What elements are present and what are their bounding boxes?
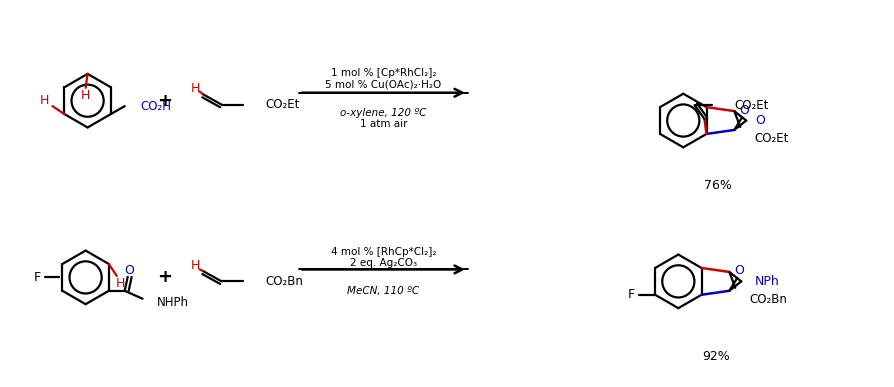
- Text: CO₂H: CO₂H: [140, 99, 172, 113]
- Text: H: H: [191, 259, 200, 272]
- Text: CO₂Bn: CO₂Bn: [749, 293, 787, 306]
- Text: NPh: NPh: [755, 275, 780, 288]
- Text: O: O: [755, 114, 765, 127]
- Text: 4 mol % [RhCp*Cl₂]₂: 4 mol % [RhCp*Cl₂]₂: [331, 247, 436, 257]
- Text: H: H: [116, 277, 125, 290]
- Text: 1 mol % [Cp*RhCl₂]₂: 1 mol % [Cp*RhCl₂]₂: [331, 68, 436, 78]
- Text: H: H: [40, 94, 49, 107]
- Text: 5 mol % Cu(OAc)₂·H₂O: 5 mol % Cu(OAc)₂·H₂O: [325, 80, 442, 90]
- Text: CO₂Bn: CO₂Bn: [266, 275, 303, 288]
- Text: CO₂Et: CO₂Et: [266, 98, 299, 111]
- Text: O: O: [734, 264, 744, 277]
- Text: MeCN, 110 ºC: MeCN, 110 ºC: [348, 286, 419, 296]
- Text: H: H: [191, 82, 200, 95]
- Text: 92%: 92%: [702, 350, 730, 363]
- Text: O: O: [739, 104, 749, 116]
- Text: 1 atm air: 1 atm air: [359, 120, 407, 130]
- Text: O: O: [125, 264, 135, 277]
- Text: 2 eq. Ag₂CO₃: 2 eq. Ag₂CO₃: [350, 259, 417, 269]
- Text: +: +: [157, 269, 173, 286]
- Text: F: F: [33, 271, 40, 284]
- Text: o-xylene, 120 ºC: o-xylene, 120 ºC: [341, 108, 426, 118]
- Text: NHPh: NHPh: [156, 296, 189, 309]
- Text: H: H: [81, 89, 90, 102]
- Text: CO₂Et: CO₂Et: [755, 132, 789, 146]
- Text: +: +: [157, 92, 173, 110]
- Text: 76%: 76%: [704, 178, 732, 192]
- Text: F: F: [628, 288, 635, 301]
- Text: CO₂Et: CO₂Et: [734, 99, 769, 111]
